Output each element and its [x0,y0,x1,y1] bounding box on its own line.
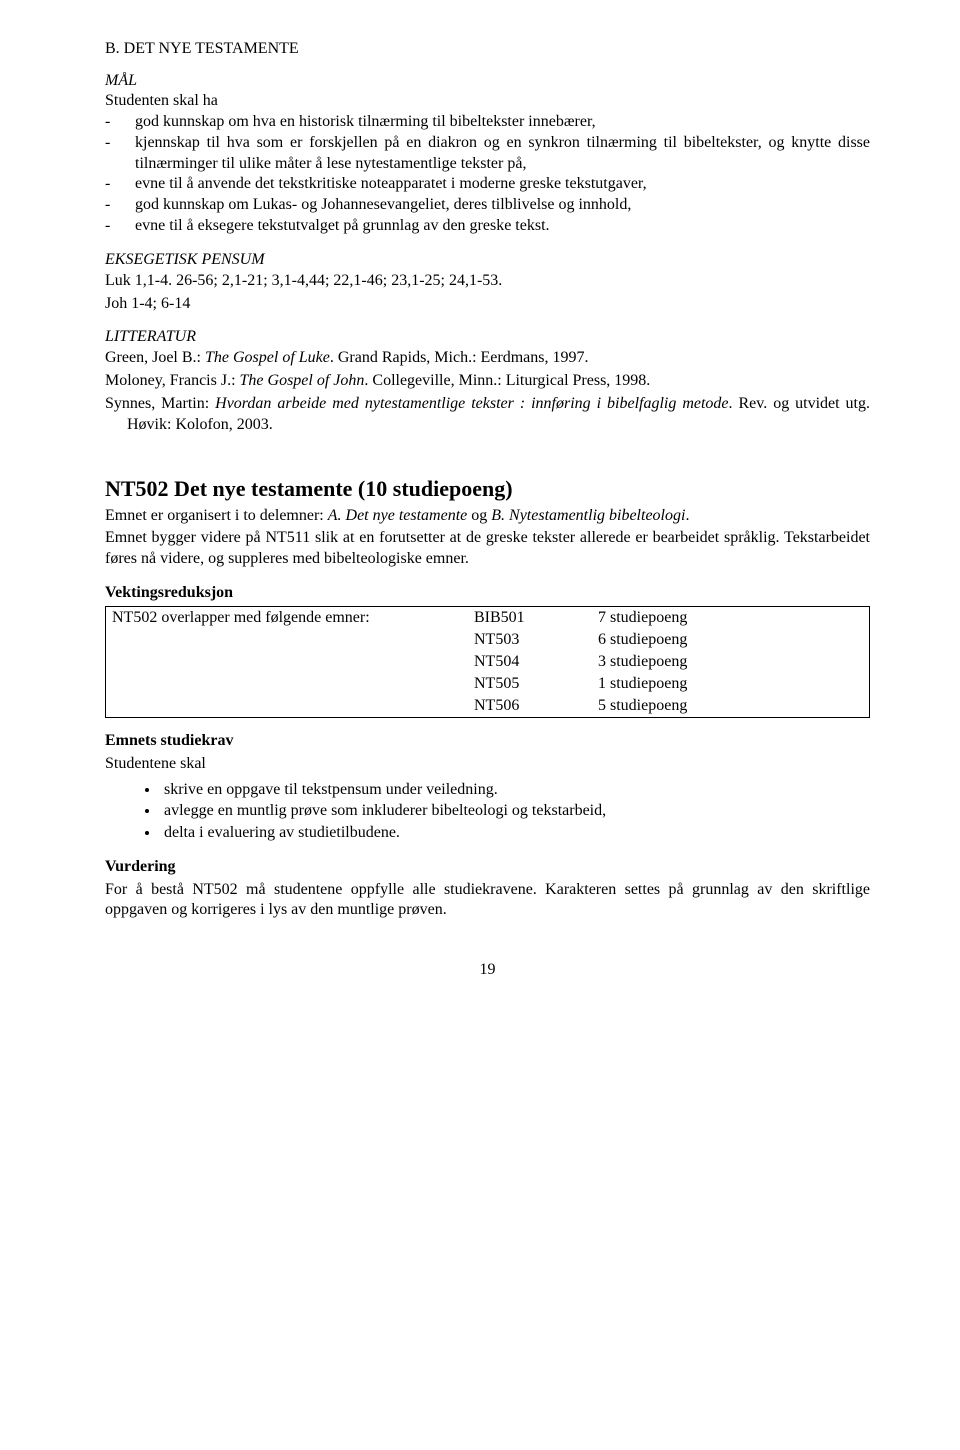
ref-author: Green, Joel B.: [105,349,205,366]
ref-title: Hvordan arbeide med nytestamentlige teks… [215,395,728,412]
code-cell: NT505 [468,673,580,695]
ref-title: The Gospel of John [240,372,365,389]
goal-item: god kunnskap om Lukas- og Johannesevange… [135,195,870,216]
code-cell: NT503 [468,629,580,651]
nt502-heading: NT502 Det nye testamente (10 studiepoeng… [105,476,870,502]
pts-cell: 1 [580,673,606,695]
ref-author: Moloney, Francis J.: [105,372,240,389]
code-cell: NT506 [468,695,580,718]
word-cell: studiepoeng [606,695,870,718]
ref-tail: . Collegeville, Minn.: Liturgical Press,… [364,372,650,389]
code-cell: NT504 [468,651,580,673]
code-cell: BIB501 [468,606,580,629]
reference-moloney: Moloney, Francis J.: The Gospel of John.… [105,371,870,392]
goal-item: kjennskap til hva som er forskjellen på … [135,133,870,175]
section-b-title: B. DET NYE TESTAMENTE [105,40,870,58]
vekting-intro-cell: NT502 overlapper med følgende emner: [106,606,469,717]
krav-item: avlegge en muntlig prøve som inkluderer … [160,800,870,822]
pts-cell: 3 [580,651,606,673]
goal-item: god kunnskap om hva en historisk tilnærm… [135,112,870,133]
word-cell: studiepoeng [606,606,870,629]
reference-synnes: Synnes, Martin: Hvordan arbeide med nyte… [105,394,870,436]
luk-verses: Luk 1,1-4. 26-56; 2,1-21; 3,1-4,44; 22,1… [105,271,870,292]
vurdering-text: For å bestå NT502 må studentene oppfylle… [105,880,870,922]
table-row: NT502 overlapper med følgende emner: BIB… [106,606,870,629]
page-number: 19 [105,961,870,979]
goals-list: god kunnskap om hva en historisk tilnærm… [105,112,870,237]
intro-part-a: A. Det nye testamente [328,507,468,524]
studiekrav-label: Emnets studiekrav [105,732,870,750]
word-cell: studiepoeng [606,673,870,695]
goal-item: evne til å eksegere tekstutvalget på gru… [135,216,870,237]
ref-author: Synnes, Martin: [105,395,215,412]
litteratur-label: LITTERATUR [105,328,870,346]
mal-label: MÅL [105,72,870,90]
pts-cell: 5 [580,695,606,718]
vekting-label: Vektingsreduksjon [105,584,870,602]
vurdering-label: Vurdering [105,858,870,876]
document-page: B. DET NYE TESTAMENTE MÅL Studenten skal… [0,0,960,1009]
vekting-table: NT502 overlapper med følgende emner: BIB… [105,606,870,718]
word-cell: studiepoeng [606,651,870,673]
ref-title: The Gospel of Luke [205,349,330,366]
eksegetisk-label: EKSEGETISK PENSUM [105,251,870,269]
nt502-intro-1: Emnet er organisert i to delemner: A. De… [105,506,870,527]
ref-tail: . Grand Rapids, Mich.: Eerdmans, 1997. [330,349,589,366]
pts-cell: 7 [580,606,606,629]
intro-text: Emnet er organisert i to delemner: [105,507,328,524]
nt502-intro-2: Emnet bygger videre på NT511 slik at en … [105,528,870,570]
pts-cell: 6 [580,629,606,651]
studiekrav-intro: Studentene skal [105,754,870,775]
mal-intro: Studenten skal ha [105,92,870,110]
studiekrav-list: skrive en oppgave til tekstpensum under … [105,779,870,844]
intro-part-b: B. Nytestamentlig bibelteologi [491,507,685,524]
krav-item: delta i evaluering av studietilbudene. [160,822,870,844]
word-cell: studiepoeng [606,629,870,651]
intro-text: og [467,507,491,524]
intro-text: . [685,507,689,524]
krav-item: skrive en oppgave til tekstpensum under … [160,779,870,801]
joh-verses: Joh 1-4; 6-14 [105,294,870,315]
goal-item: evne til å anvende det tekstkritiske not… [135,174,870,195]
reference-green: Green, Joel B.: The Gospel of Luke. Gran… [105,348,870,369]
